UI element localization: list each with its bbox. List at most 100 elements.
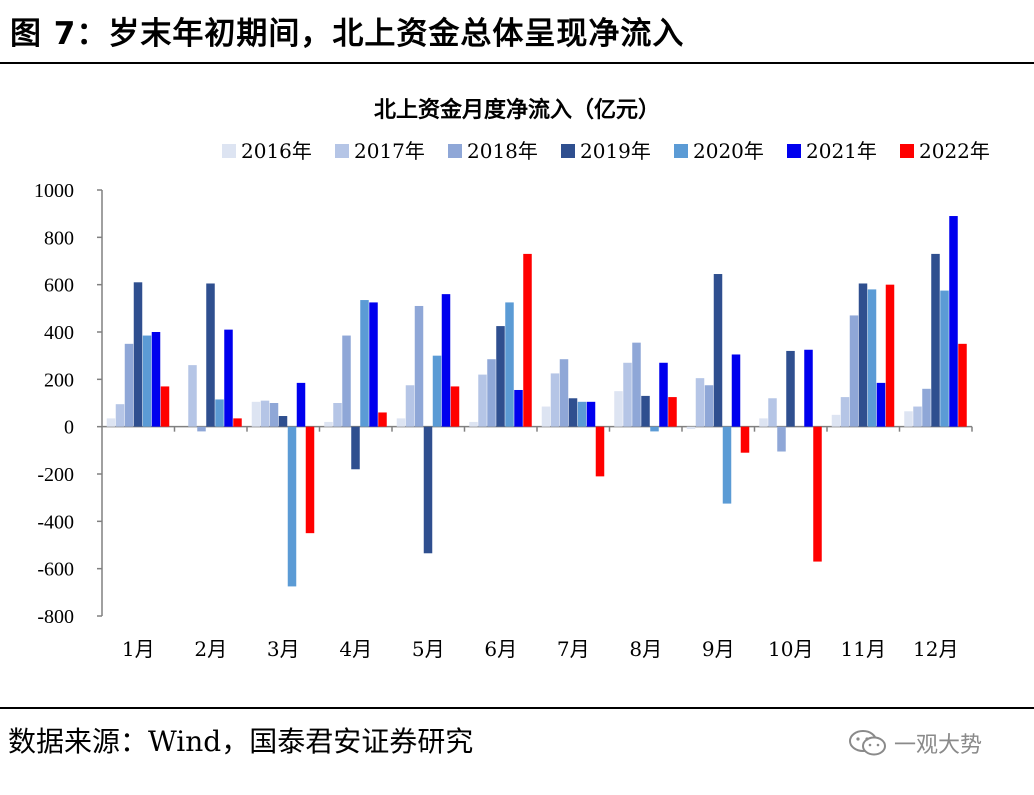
bar-2020-6 xyxy=(505,302,514,427)
top-rule xyxy=(0,62,1034,64)
y-tick-label: 0 xyxy=(64,417,74,439)
bar-2017-1 xyxy=(115,404,125,427)
y-tick-label: 800 xyxy=(44,227,74,249)
bar-2018-12 xyxy=(922,388,931,427)
watermark: 一观大势 xyxy=(848,727,982,759)
bar-2016-10 xyxy=(759,418,768,427)
y-tick-label: 200 xyxy=(44,369,74,391)
bar-2021-11 xyxy=(876,382,886,427)
bar-2017-8 xyxy=(623,362,632,427)
bar-2022-12 xyxy=(958,343,967,427)
bar-2019-1 xyxy=(133,282,143,427)
bar-2021-7 xyxy=(586,401,596,427)
bar-2018-7 xyxy=(559,359,569,427)
bar-2019-2 xyxy=(206,283,215,427)
legend-label-5: 2020年 xyxy=(693,139,764,163)
bar-2016-4 xyxy=(324,421,333,427)
bar-2016-9 xyxy=(686,426,696,430)
figure-title: 图 7：岁末年初期间，北上资金总体呈现净流入 xyxy=(10,16,685,52)
bar-2021-9 xyxy=(731,354,741,427)
bar-2021-6 xyxy=(514,389,523,427)
bar-2021-4 xyxy=(369,302,378,427)
bottom-rule xyxy=(0,707,1034,709)
bar-2017-5 xyxy=(405,385,415,427)
bar-2018-8 xyxy=(632,342,641,427)
bar-2016-7 xyxy=(541,406,551,427)
bar-2020-9 xyxy=(722,426,732,504)
bar-2021-10 xyxy=(804,349,813,427)
bar-2018-6 xyxy=(487,359,496,427)
source-note: 数据来源：Wind，国泰君安证券研究 xyxy=(8,725,474,758)
bar-2018-1 xyxy=(124,343,134,427)
x-tick-label: 7月 xyxy=(557,637,590,661)
y-tick-label: -800 xyxy=(37,606,74,628)
bar-2020-1 xyxy=(142,335,152,427)
legend-label-7: 2022年 xyxy=(919,139,990,163)
bar-2022-6 xyxy=(523,253,532,427)
bar-2017-3 xyxy=(260,400,270,427)
x-tick-label: 6月 xyxy=(484,637,517,661)
bar-2020-7 xyxy=(577,401,587,427)
bar-2019-8 xyxy=(641,395,650,427)
bar-2021-1 xyxy=(151,332,161,427)
bar-2022-1 xyxy=(160,386,170,427)
bar-2021-5 xyxy=(441,294,451,427)
bar-2018-5 xyxy=(414,305,424,427)
bar-2020-3 xyxy=(287,426,297,587)
bar-2017-4 xyxy=(333,403,342,427)
legend-swatch-4 xyxy=(561,144,575,158)
bar-2022-11 xyxy=(885,284,895,427)
x-tick-label: 8月 xyxy=(629,637,662,661)
bar-2022-2 xyxy=(233,418,242,427)
bar-2019-9 xyxy=(713,274,723,427)
bar-2020-5 xyxy=(432,355,442,427)
bar-2016-6 xyxy=(469,421,478,427)
bar-2017-11 xyxy=(840,397,850,427)
bar-2016-12 xyxy=(904,411,913,427)
legend-swatch-1 xyxy=(222,144,236,158)
bar-2021-2 xyxy=(224,329,233,427)
bar-2016-1 xyxy=(106,418,116,427)
bar-2017-2 xyxy=(188,365,197,427)
bar-2019-12 xyxy=(931,253,940,427)
bar-2019-11 xyxy=(858,283,868,427)
wechat-icon xyxy=(849,730,886,756)
bar-2016-5 xyxy=(396,418,406,427)
y-tick-label: 600 xyxy=(44,275,74,297)
bar-2018-4 xyxy=(342,335,351,427)
bar-2018-9 xyxy=(704,385,714,427)
x-tick-label: 10月 xyxy=(768,637,813,661)
bar-2017-7 xyxy=(550,373,560,427)
bar-2018-3 xyxy=(269,403,279,427)
bar-2019-4 xyxy=(351,426,360,470)
bar-2016-3 xyxy=(251,401,261,427)
legend-label-2: 2017年 xyxy=(354,139,425,163)
bar-2019-6 xyxy=(496,326,505,427)
x-tick-label: 5月 xyxy=(412,637,445,661)
x-tick-label: 11月 xyxy=(841,637,886,661)
bar-2019-7 xyxy=(568,398,578,427)
bar-2022-7 xyxy=(595,426,605,477)
chart-title: 北上资金月度净流入（亿元） xyxy=(373,98,660,123)
bar-2016-11 xyxy=(831,414,841,427)
legend-swatch-5 xyxy=(674,144,688,158)
legend-swatch-6 xyxy=(787,144,801,158)
y-tick-label: 1000 xyxy=(34,180,74,202)
bar-2022-8 xyxy=(668,397,677,427)
bar-2018-2 xyxy=(197,426,206,432)
legend-swatch-3 xyxy=(448,144,462,158)
bar-2019-10 xyxy=(786,350,795,427)
bar-2022-9 xyxy=(740,426,750,453)
bar-2017-6 xyxy=(478,374,487,427)
x-tick-label: 9月 xyxy=(702,637,735,661)
bar-2020-12 xyxy=(940,290,949,427)
bar-2022-10 xyxy=(813,426,822,562)
bar-2018-11 xyxy=(849,315,859,427)
legend-label-6: 2021年 xyxy=(806,139,877,163)
bar-2017-10 xyxy=(768,398,777,427)
legend-label-3: 2018年 xyxy=(467,139,538,163)
bar-2017-12 xyxy=(913,406,922,427)
legend-swatch-2 xyxy=(335,144,349,158)
y-tick-label: 400 xyxy=(44,322,74,344)
y-tick-label: -600 xyxy=(37,559,74,581)
